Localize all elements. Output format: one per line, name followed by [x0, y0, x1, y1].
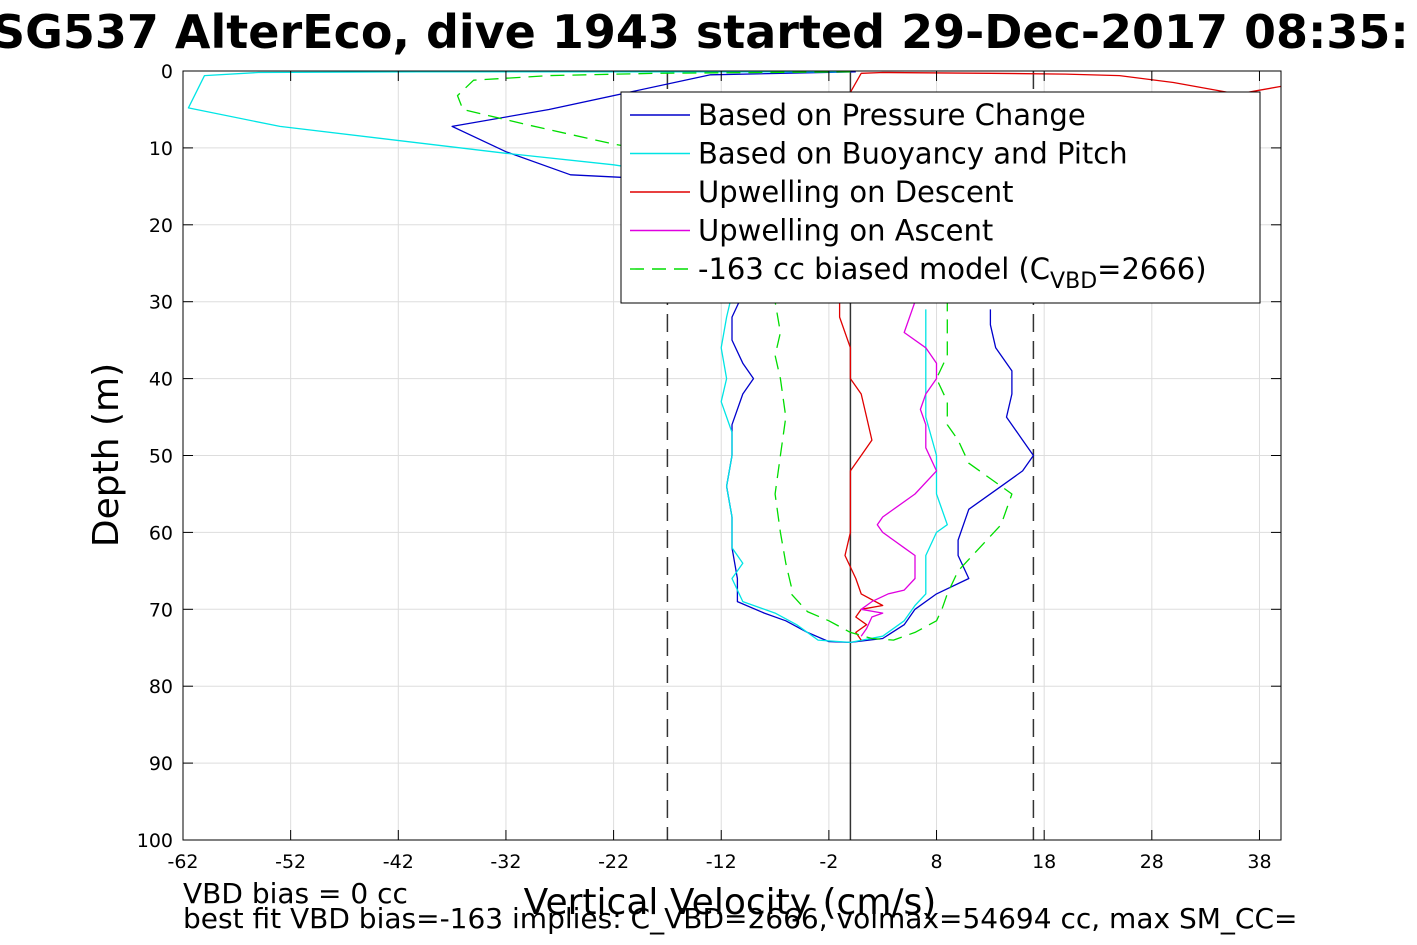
y-tick-label: 100 — [137, 830, 173, 852]
y-tick-label: 60 — [149, 522, 173, 544]
legend-label-model: -163 cc biased model (CVBD=2666) — [698, 252, 1207, 294]
y-tick-label: 30 — [149, 292, 173, 314]
x-tick-label: -62 — [167, 851, 198, 873]
series-line-buoyancy — [187, 71, 948, 644]
series-line-model — [456, 71, 1013, 641]
y-tick-label: 50 — [149, 446, 173, 468]
x-axis-label: Vertical Velocity (cm/s) — [524, 882, 937, 923]
y-axis-ticks: 0 10 20 30 40 50 60 70 80 90 100 — [137, 61, 1281, 852]
legend-label-pressure: Based on Pressure Change — [698, 98, 1086, 132]
legend: Based on Pressure Change Based on Buoyanc… — [620, 91, 1261, 304]
x-tick-label: 28 — [1140, 851, 1164, 873]
y-axis-label: Depth (m) — [86, 363, 127, 547]
x-tick-label: -22 — [598, 851, 629, 873]
x-tick-label: -42 — [383, 851, 414, 873]
y-tick-label: 90 — [149, 753, 173, 775]
x-tick-label: 8 — [930, 851, 942, 873]
footnote-vbd-bias: VBD bias = 0 cc — [183, 877, 408, 910]
x-tick-label: 38 — [1247, 851, 1271, 873]
y-tick-label: 0 — [161, 61, 173, 83]
x-tick-label: 18 — [1032, 851, 1056, 873]
x-tick-label: -52 — [275, 851, 306, 873]
y-tick-label: 80 — [149, 676, 173, 698]
legend-label-ascent: Upwelling on Ascent — [698, 214, 993, 248]
series-line-descent — [838, 71, 1282, 641]
series-line-ascent — [860, 301, 938, 637]
legend-label-buoyancy: Based on Buoyancy and Pitch — [698, 137, 1128, 171]
x-tick-label: -32 — [490, 851, 521, 873]
y-tick-label: 70 — [149, 599, 173, 621]
legend-label-descent: Upwelling on Descent — [698, 175, 1014, 209]
y-tick-label: 10 — [149, 138, 173, 160]
y-tick-label: 20 — [149, 215, 173, 237]
x-tick-label: -12 — [706, 851, 737, 873]
footnote-best-fit: best fit VBD bias=-163 implies: C_VBD=26… — [183, 902, 1297, 935]
figure-title: SG537 AlterEco, dive 1943 started 29-Dec… — [0, 5, 1409, 59]
legend-box — [620, 91, 1261, 304]
x-tick-label: -2 — [819, 851, 838, 873]
y-tick-label: 40 — [149, 369, 173, 391]
x-axis-ticks: -62 -52 -42 -32 -22 -12 -2 8 18 28 38 — [167, 71, 1272, 873]
